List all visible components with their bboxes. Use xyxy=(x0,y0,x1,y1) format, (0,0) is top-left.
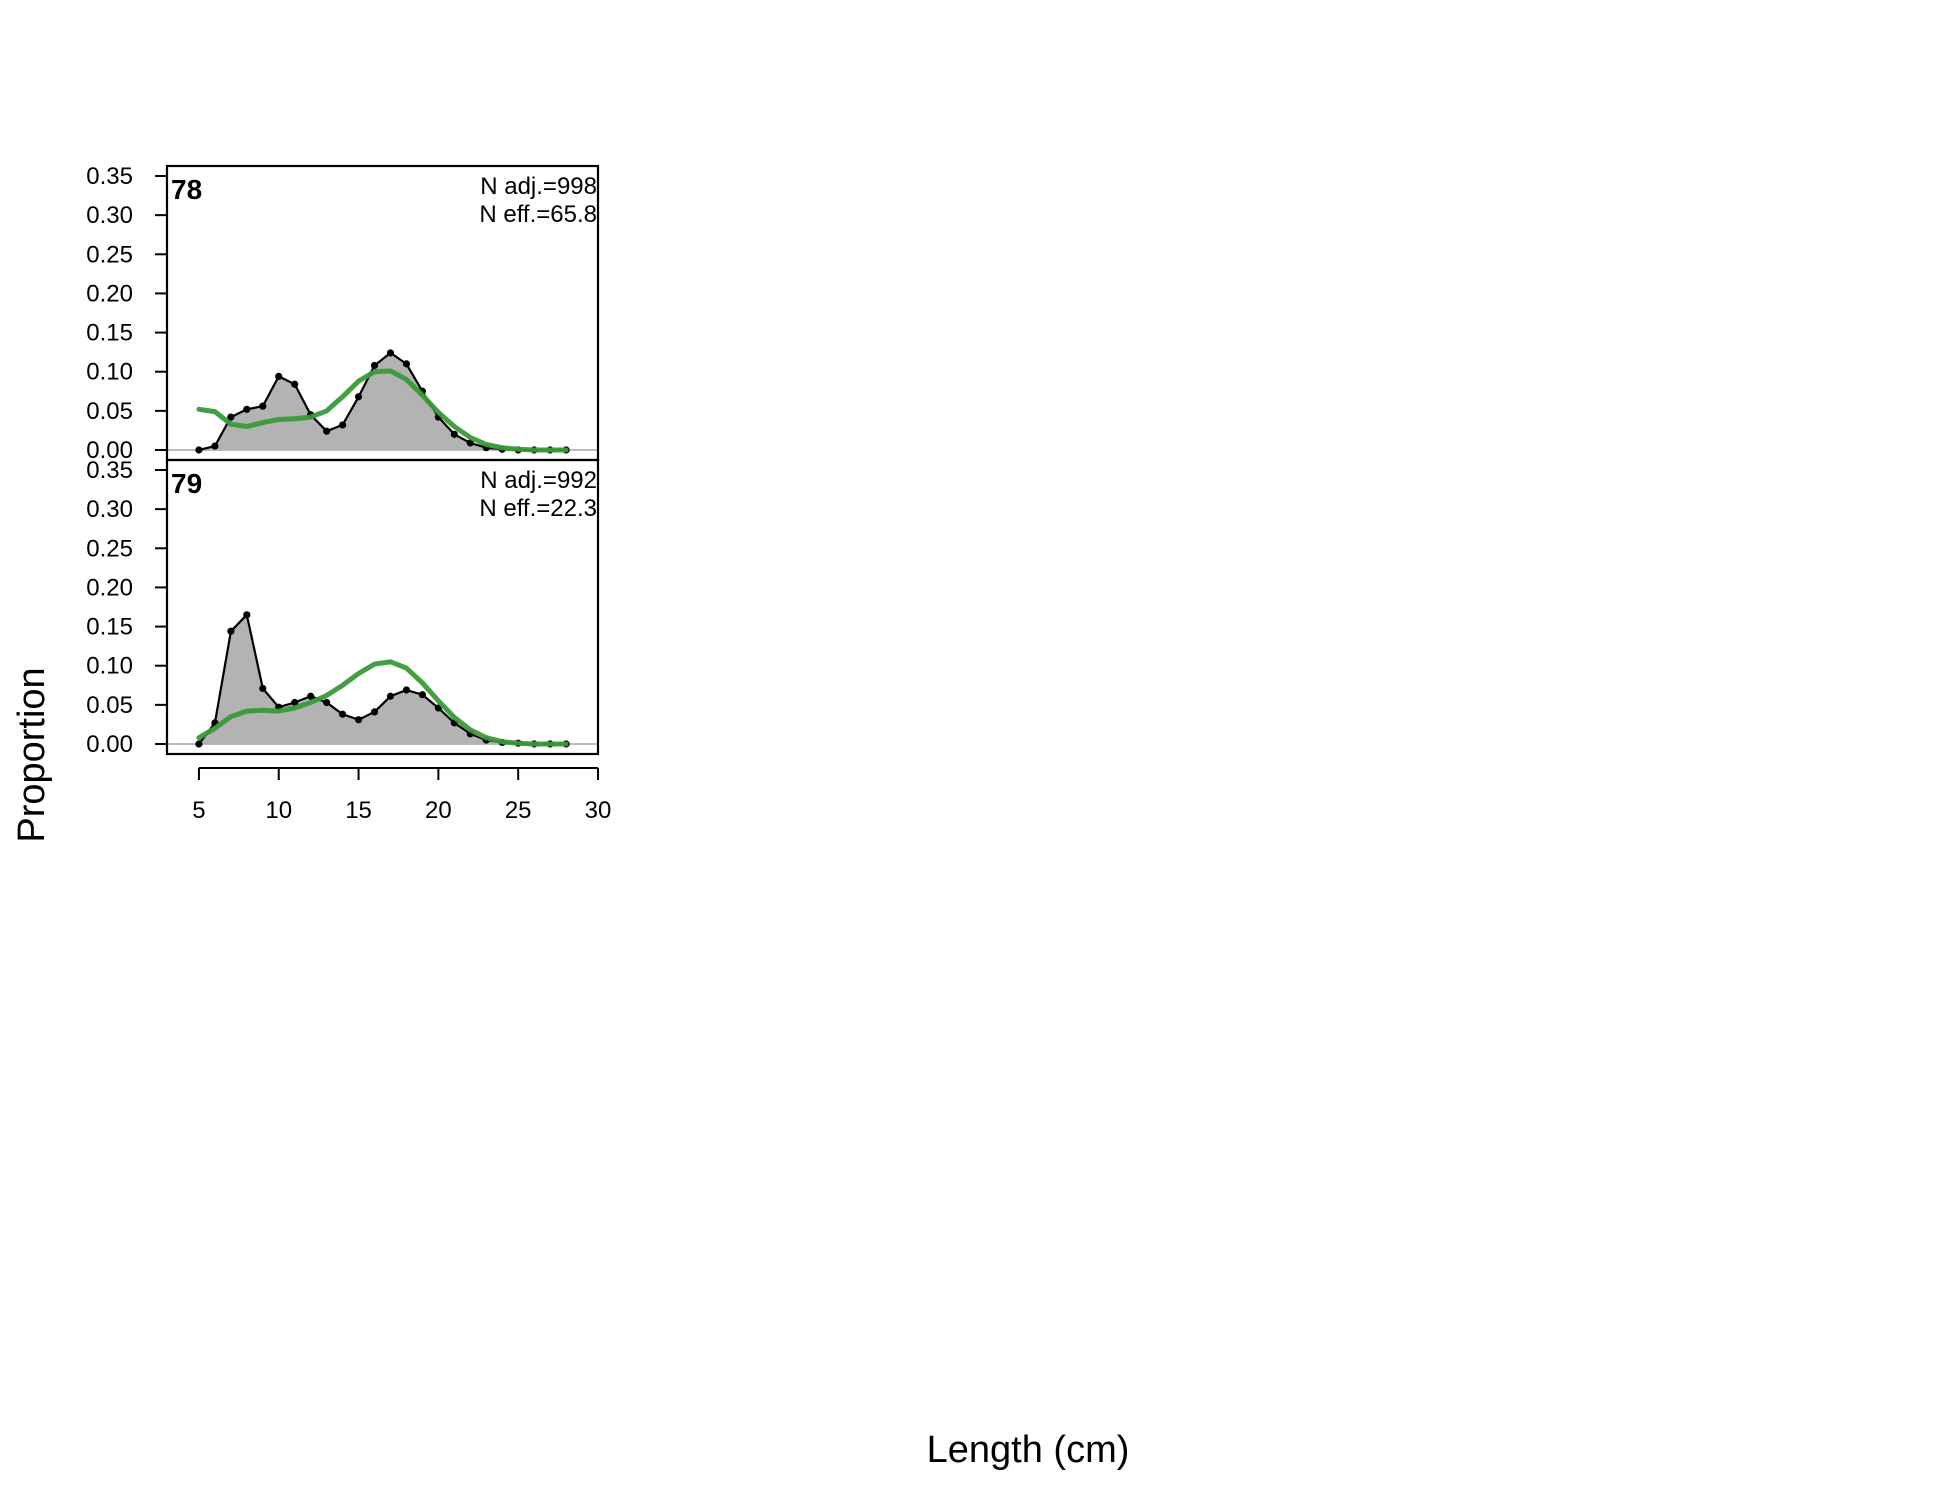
x-tick-label: 20 xyxy=(425,797,452,824)
y-tick-label: 0.00 xyxy=(86,731,133,758)
observed-point xyxy=(386,349,395,357)
observed-point xyxy=(307,692,315,700)
y-tick-label: 0.35 xyxy=(86,457,133,484)
y-tick-label: 0.25 xyxy=(86,241,133,268)
observed-point xyxy=(338,421,347,429)
expected-line xyxy=(196,659,569,747)
observed-point xyxy=(227,413,235,421)
panel-label: 78 xyxy=(171,174,202,205)
observed-point xyxy=(323,698,331,707)
observed-point xyxy=(259,684,267,693)
n-eff-label: N eff.=65.8 xyxy=(479,201,597,228)
observed-point xyxy=(338,710,347,718)
observed-point xyxy=(370,708,379,716)
observed-point xyxy=(195,740,203,748)
observed-point xyxy=(275,372,283,381)
x-axis-title: Length (cm) xyxy=(927,1429,1130,1471)
observed-point xyxy=(354,393,363,401)
observed-point xyxy=(259,402,267,410)
y-tick-label: 0.00 xyxy=(86,437,133,464)
n-adj-label: N adj.=992 xyxy=(480,467,597,494)
y-tick-label: 0.10 xyxy=(86,653,133,680)
panel-label: 79 xyxy=(171,468,202,499)
y-tick-label: 0.20 xyxy=(86,574,133,601)
observed-point xyxy=(466,439,474,447)
y-tick-label: 0.30 xyxy=(86,496,133,523)
panels-group: 0.00 0.05 0.10 0.15 0.20 0.25 0.30 0.35 78 N adj.… xyxy=(86,163,611,824)
x-tick-label: 10 xyxy=(265,797,292,824)
observed-point xyxy=(323,427,331,435)
x-tick-label: 15 xyxy=(345,797,372,824)
observed-point xyxy=(402,360,411,368)
observed-point xyxy=(402,686,411,694)
observed-area xyxy=(198,614,567,744)
observed-point xyxy=(450,430,458,438)
n-adj-label: N adj.=998 xyxy=(480,173,597,200)
observed-point xyxy=(354,716,363,724)
y-tick-label: 0.30 xyxy=(86,202,133,229)
x-tick-label: 25 xyxy=(505,797,532,824)
y-tick-label: 0.25 xyxy=(86,535,133,562)
y-tick-label: 0.35 xyxy=(86,163,133,190)
y-tick-label: 0.15 xyxy=(86,614,133,641)
y-axis-title: Proportion xyxy=(11,667,53,842)
observed-point xyxy=(370,361,379,370)
observed-area xyxy=(198,352,567,450)
y-tick-label: 0.05 xyxy=(86,398,133,425)
y-tick-label: 0.20 xyxy=(86,280,133,307)
observed-point xyxy=(291,698,299,707)
y-tick-label: 0.05 xyxy=(86,692,133,719)
x-tick-label: 30 xyxy=(585,797,612,824)
observed-point xyxy=(386,692,395,700)
observed-point xyxy=(418,691,427,699)
observed-point xyxy=(211,442,219,450)
y-tick-label: 0.15 xyxy=(86,320,133,347)
observed-point xyxy=(243,405,251,413)
observed-point xyxy=(227,627,235,635)
expected-line xyxy=(196,368,569,453)
observed-point xyxy=(291,380,299,388)
observed-point xyxy=(243,611,251,619)
n-eff-label: N eff.=22.3 xyxy=(479,495,597,522)
x-tick-label: 5 xyxy=(192,797,205,824)
panel-79: 0.00 0.05 0.10 0.15 0.20 0.25 0.30 0.35 79 N adj.… xyxy=(86,457,600,758)
y-tick-label: 0.10 xyxy=(86,359,133,386)
panel-frame xyxy=(165,458,600,756)
observed-point xyxy=(195,446,203,454)
